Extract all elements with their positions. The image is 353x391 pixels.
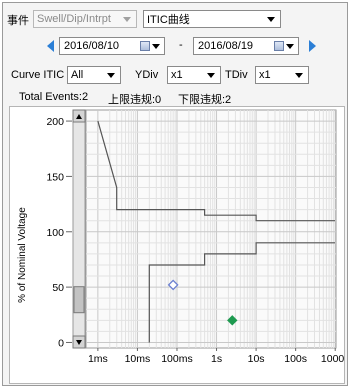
x-tick-label: 1ms <box>88 353 108 365</box>
event-type-value: Swell/Dip/Intrpt <box>37 13 111 25</box>
ydiv-label: YDiv <box>135 69 159 81</box>
date-separator: - <box>179 39 183 51</box>
chevron-down-icon <box>120 11 134 27</box>
scroll-thumb[interactable] <box>73 286 85 314</box>
plot-area <box>85 109 337 349</box>
curve-type-value: ITIC曲线 <box>147 14 190 26</box>
y-tick-label: 150 <box>46 171 64 183</box>
event-type-select: Swell/Dip/Intrpt <box>33 10 137 28</box>
scroll-down-arrow-icon <box>76 340 82 345</box>
start-date-value: 2016/08/10 <box>64 40 120 52</box>
total-events-text: Total Events:2 <box>19 91 89 103</box>
tdiv-label: TDiv <box>225 69 248 81</box>
x-tick-label: 1000s <box>321 353 344 365</box>
ydiv-value: x1 <box>171 69 183 81</box>
vertical-scrollbar[interactable] <box>72 109 86 349</box>
itic-curve-lower <box>148 242 336 343</box>
event-point[interactable] <box>167 279 179 291</box>
y-tick-label: 50 <box>52 282 64 294</box>
x-tick-label: 100s <box>284 353 307 365</box>
x-tick-label: 1s <box>211 353 222 365</box>
itic-chart-frame: 1ms10ms100ms1s10s100s1000s 050100150200 … <box>9 106 350 384</box>
scroll-up-arrow-icon <box>76 114 82 119</box>
end-date-picker[interactable]: 2016/08/19 <box>193 37 299 55</box>
itic-panel: 事件 Swell/Dip/Intrpt ITIC曲线 2016/08/10 - … <box>2 2 350 386</box>
y-tick-label: 0 <box>58 337 64 349</box>
end-date-value: 2016/08/19 <box>198 40 254 52</box>
y-tick-label: 100 <box>46 227 64 239</box>
upper-violations-text: 上限违规:0 <box>108 94 162 106</box>
chevron-down-icon <box>292 67 306 83</box>
y-axis-label: % of Nominal Voltage <box>17 207 28 303</box>
curve-filter-label: Curve ITIC <box>11 69 65 81</box>
x-tick-label: 100ms <box>161 353 193 365</box>
calendar-icon[interactable] <box>274 40 296 52</box>
chevron-down-icon <box>204 67 218 83</box>
tdiv-value: x1 <box>259 69 271 81</box>
start-date-picker[interactable]: 2016/08/10 <box>59 37 165 55</box>
chevron-down-icon <box>264 11 278 27</box>
prev-date-arrow-icon[interactable] <box>47 40 54 52</box>
event-label: 事件 <box>7 15 29 27</box>
x-tick-label: 10s <box>248 353 265 365</box>
ydiv-select[interactable]: x1 <box>167 66 221 84</box>
curve-type-select[interactable]: ITIC曲线 <box>143 10 281 28</box>
next-date-arrow-icon[interactable] <box>309 40 316 52</box>
curve-filter-select[interactable]: All <box>67 66 121 84</box>
x-tick-label: 10ms <box>125 353 151 365</box>
itic-chart: 1ms10ms100ms1s10s100s1000s 050100150200 … <box>17 109 350 365</box>
event-point[interactable] <box>227 315 238 326</box>
itic-curve-upper <box>97 120 336 222</box>
chevron-down-icon <box>104 67 118 83</box>
curve-filter-value: All <box>71 69 84 81</box>
y-tick-label: 200 <box>46 116 64 128</box>
tdiv-select[interactable]: x1 <box>255 66 309 84</box>
lower-violations-text: 下限违规:2 <box>178 94 232 106</box>
calendar-icon[interactable] <box>140 40 162 52</box>
